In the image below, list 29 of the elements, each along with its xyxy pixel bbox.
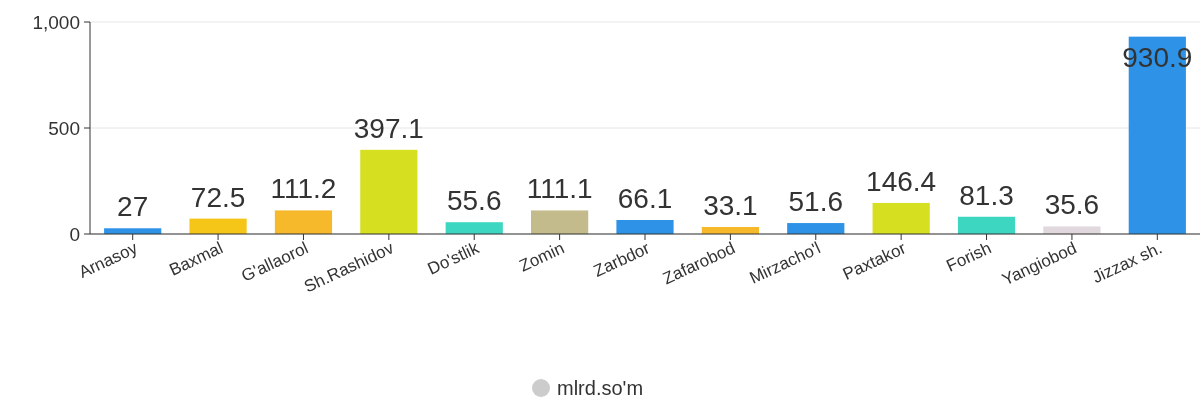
bar <box>531 210 589 234</box>
data-label: 111.1 <box>526 173 593 205</box>
bar <box>189 218 247 234</box>
data-label: 111.2 <box>270 173 337 205</box>
data-label: 72.5 <box>190 181 246 213</box>
x-tick-label: Jizzax sh. <box>1089 238 1165 288</box>
bar <box>957 216 1016 234</box>
data-label: 51.6 <box>788 186 844 218</box>
bar <box>274 210 333 234</box>
bar <box>616 219 674 234</box>
x-tick-label: Zomin <box>516 238 568 276</box>
data-label: 55.6 <box>446 185 502 217</box>
bar <box>445 222 503 234</box>
bar <box>787 223 845 234</box>
y-tick-label: 1,000 <box>32 11 80 33</box>
data-label: 35.6 <box>1044 189 1100 221</box>
bar <box>1043 226 1101 234</box>
data-label: 146.4 <box>866 165 937 197</box>
data-label: 33.1 <box>703 189 758 221</box>
bar <box>872 202 930 234</box>
data-label: 81.3 <box>959 179 1014 211</box>
x-tick-label: Forish <box>943 238 995 276</box>
data-label: 397.1 <box>353 112 424 144</box>
text: mlrd.so'm <box>557 377 644 399</box>
data-label: 66.1 <box>617 182 673 214</box>
bar <box>360 149 418 234</box>
data-label: 27 <box>117 191 149 223</box>
y-tick-label: 500 <box>48 117 80 139</box>
y-tick-label: 0 <box>69 223 80 245</box>
